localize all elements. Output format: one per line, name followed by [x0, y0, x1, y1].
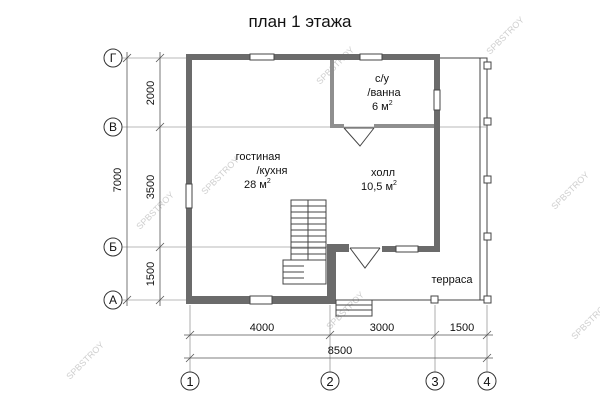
dim-left-segment-1: 2000	[145, 81, 157, 105]
window	[359, 53, 383, 61]
watermark: SPBSTROY	[64, 340, 106, 382]
watermark: SPBSTROY	[484, 15, 526, 57]
room-bath-subname: /ванна	[367, 87, 401, 99]
left-dimensions	[122, 52, 165, 306]
axis-label-3: 3	[431, 374, 438, 389]
room-living: гостиная /кухня 28 м2	[236, 151, 288, 191]
room-hall-area-value: 10,5 м	[361, 181, 393, 193]
staircase	[282, 199, 327, 285]
axis-markers-left: Г В Б А	[103, 48, 123, 310]
axis-label-2: 2	[326, 374, 333, 389]
room-living-name: гостиная	[236, 151, 281, 163]
watermark: SPBSTROY	[549, 170, 591, 212]
room-hall-area: 10,5 м2	[361, 180, 397, 193]
room-bath: с/у /ванна 6 м2	[367, 73, 401, 113]
window	[249, 295, 273, 305]
room-hall-name: холл	[371, 167, 395, 179]
plan-title: план 1 этажа	[248, 12, 352, 31]
dim-bottom-segment-3: 1500	[450, 322, 474, 334]
axis-label-g: Г	[110, 51, 117, 65]
window	[185, 183, 193, 209]
axis-label-4: 4	[483, 374, 490, 389]
room-hall: холл 10,5 м2	[361, 167, 397, 193]
dim-left-segment-3: 1500	[145, 262, 157, 286]
axis-label-b: Б	[109, 240, 117, 254]
room-living-subname: /кухня	[256, 165, 287, 177]
vertical-axis-lines	[189, 305, 488, 372]
room-hall-area-sup: 2	[393, 180, 397, 187]
dim-left-total: 7000	[112, 168, 124, 192]
window	[395, 245, 419, 253]
exterior-walls	[186, 54, 440, 304]
room-living-area-sup: 2	[267, 178, 271, 185]
axis-markers-bottom: 1 2 3 4	[180, 371, 497, 391]
dim-bottom-segment-2: 3000	[370, 322, 394, 334]
interior-walls	[330, 60, 434, 128]
axis-label-1: 1	[186, 374, 193, 389]
horizontal-axis-lines	[122, 57, 486, 301]
room-bath-area-sup: 2	[389, 100, 393, 107]
dim-left-segment-2: 3500	[145, 175, 157, 199]
room-bath-area-value: 6 м	[372, 101, 389, 113]
room-terrace-name: терраса	[431, 274, 473, 286]
window	[249, 53, 275, 61]
dim-bottom-total: 8500	[328, 345, 352, 357]
bottom-dimensions	[184, 330, 493, 363]
watermark: SPBSTROY	[314, 45, 356, 87]
watermark: SPBSTROY	[569, 300, 600, 342]
window	[433, 89, 441, 111]
axis-label-v: В	[109, 120, 117, 134]
room-living-area-value: 28 м	[244, 179, 267, 191]
entrance-steps	[335, 299, 373, 317]
terrace-outline	[335, 57, 492, 304]
room-bath-area: 6 м2	[372, 100, 393, 113]
axis-label-a: А	[109, 293, 117, 307]
room-bath-name: с/у	[375, 73, 390, 85]
room-living-area: 28 м2	[244, 178, 271, 191]
doors	[343, 127, 381, 269]
dim-bottom-segment-1: 4000	[250, 322, 274, 334]
windows	[185, 53, 441, 305]
